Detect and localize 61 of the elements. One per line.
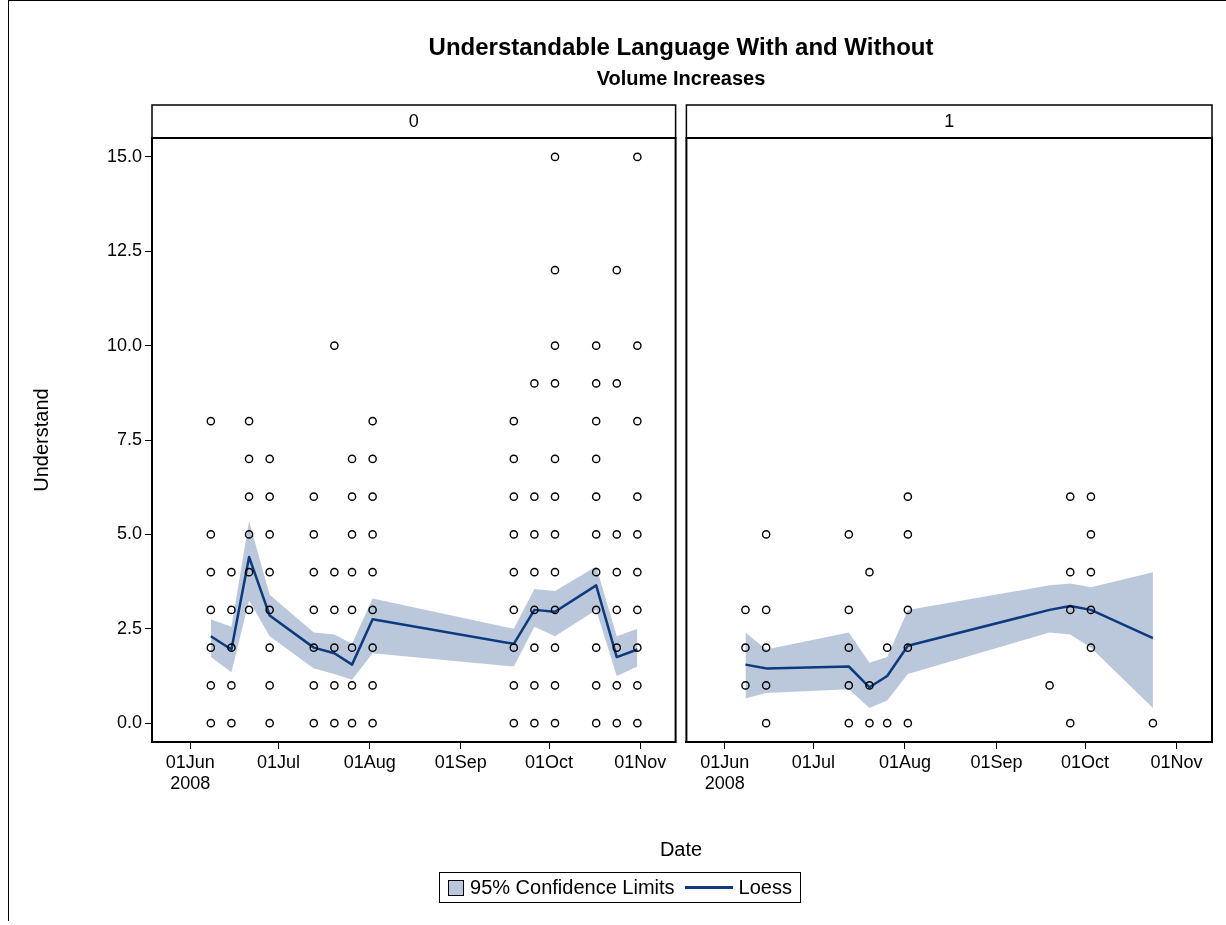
point: [844, 643, 854, 652]
legend-label: Loess: [738, 876, 792, 899]
point: [1065, 492, 1075, 501]
x-tick-label: 01Oct: [525, 751, 574, 772]
point: [844, 605, 854, 615]
point: [761, 718, 771, 728]
x-tick-label: 01Nov: [614, 751, 667, 772]
point: [1045, 681, 1054, 690]
point: [1065, 605, 1075, 615]
point: [741, 605, 750, 615]
chart-title: Understandable Language With and Without: [427, 33, 935, 61]
point: [865, 718, 874, 728]
point: [844, 530, 854, 539]
x-tick-label: 01Jun 2008: [165, 751, 215, 794]
point: [865, 567, 874, 577]
y-tick-label: 0.0: [116, 712, 142, 733]
point: [1065, 567, 1075, 577]
text: 0: [408, 110, 419, 131]
y-tick-label: 10.0: [106, 334, 142, 355]
point: [1065, 718, 1075, 728]
point: [761, 605, 771, 615]
text: 1: [944, 110, 955, 131]
point: [1086, 643, 1096, 652]
point: [1086, 567, 1096, 577]
point: [903, 718, 913, 728]
y-tick-label: 7.5: [116, 428, 142, 449]
y-tick-label: 2.5: [116, 617, 142, 638]
x-tick-label: 01Jul: [256, 751, 300, 772]
point: [882, 643, 892, 652]
x-tick-label: 01Aug: [878, 751, 931, 772]
y-tick-label: 15.0: [106, 145, 142, 166]
y-axis-title: Understand: [29, 388, 52, 492]
y-tick-label: 5.0: [116, 523, 142, 544]
x-tick-label: 01Jun 2008: [700, 751, 750, 794]
point: [882, 718, 892, 728]
point: [844, 681, 854, 690]
point: [761, 643, 771, 652]
x-axis-title: Date: [658, 838, 704, 861]
chart-subtitle: Volume Increases: [595, 67, 767, 90]
point: [903, 643, 913, 652]
x-tick-label: 01Nov: [1150, 751, 1203, 772]
point: [903, 530, 913, 539]
point: [1086, 530, 1096, 539]
y-tick-label: 12.5: [106, 240, 142, 261]
point: [1086, 492, 1096, 501]
x-tick-label: 01Sep: [970, 751, 1023, 772]
point: [844, 718, 854, 728]
point: [761, 681, 771, 690]
point: [1148, 718, 1158, 728]
point: [903, 492, 913, 501]
point: [741, 681, 750, 690]
point: [865, 681, 874, 690]
text: 95% Confidence Limits: [470, 876, 675, 899]
x-tick-label: 01Oct: [1061, 751, 1110, 772]
point: [761, 530, 771, 539]
point: [741, 643, 750, 652]
x-tick-label: 01Sep: [434, 751, 487, 772]
point: [903, 605, 913, 615]
point: [1086, 605, 1096, 615]
x-tick-label: 01Jul: [791, 751, 835, 772]
x-tick-label: 01Aug: [343, 751, 396, 772]
